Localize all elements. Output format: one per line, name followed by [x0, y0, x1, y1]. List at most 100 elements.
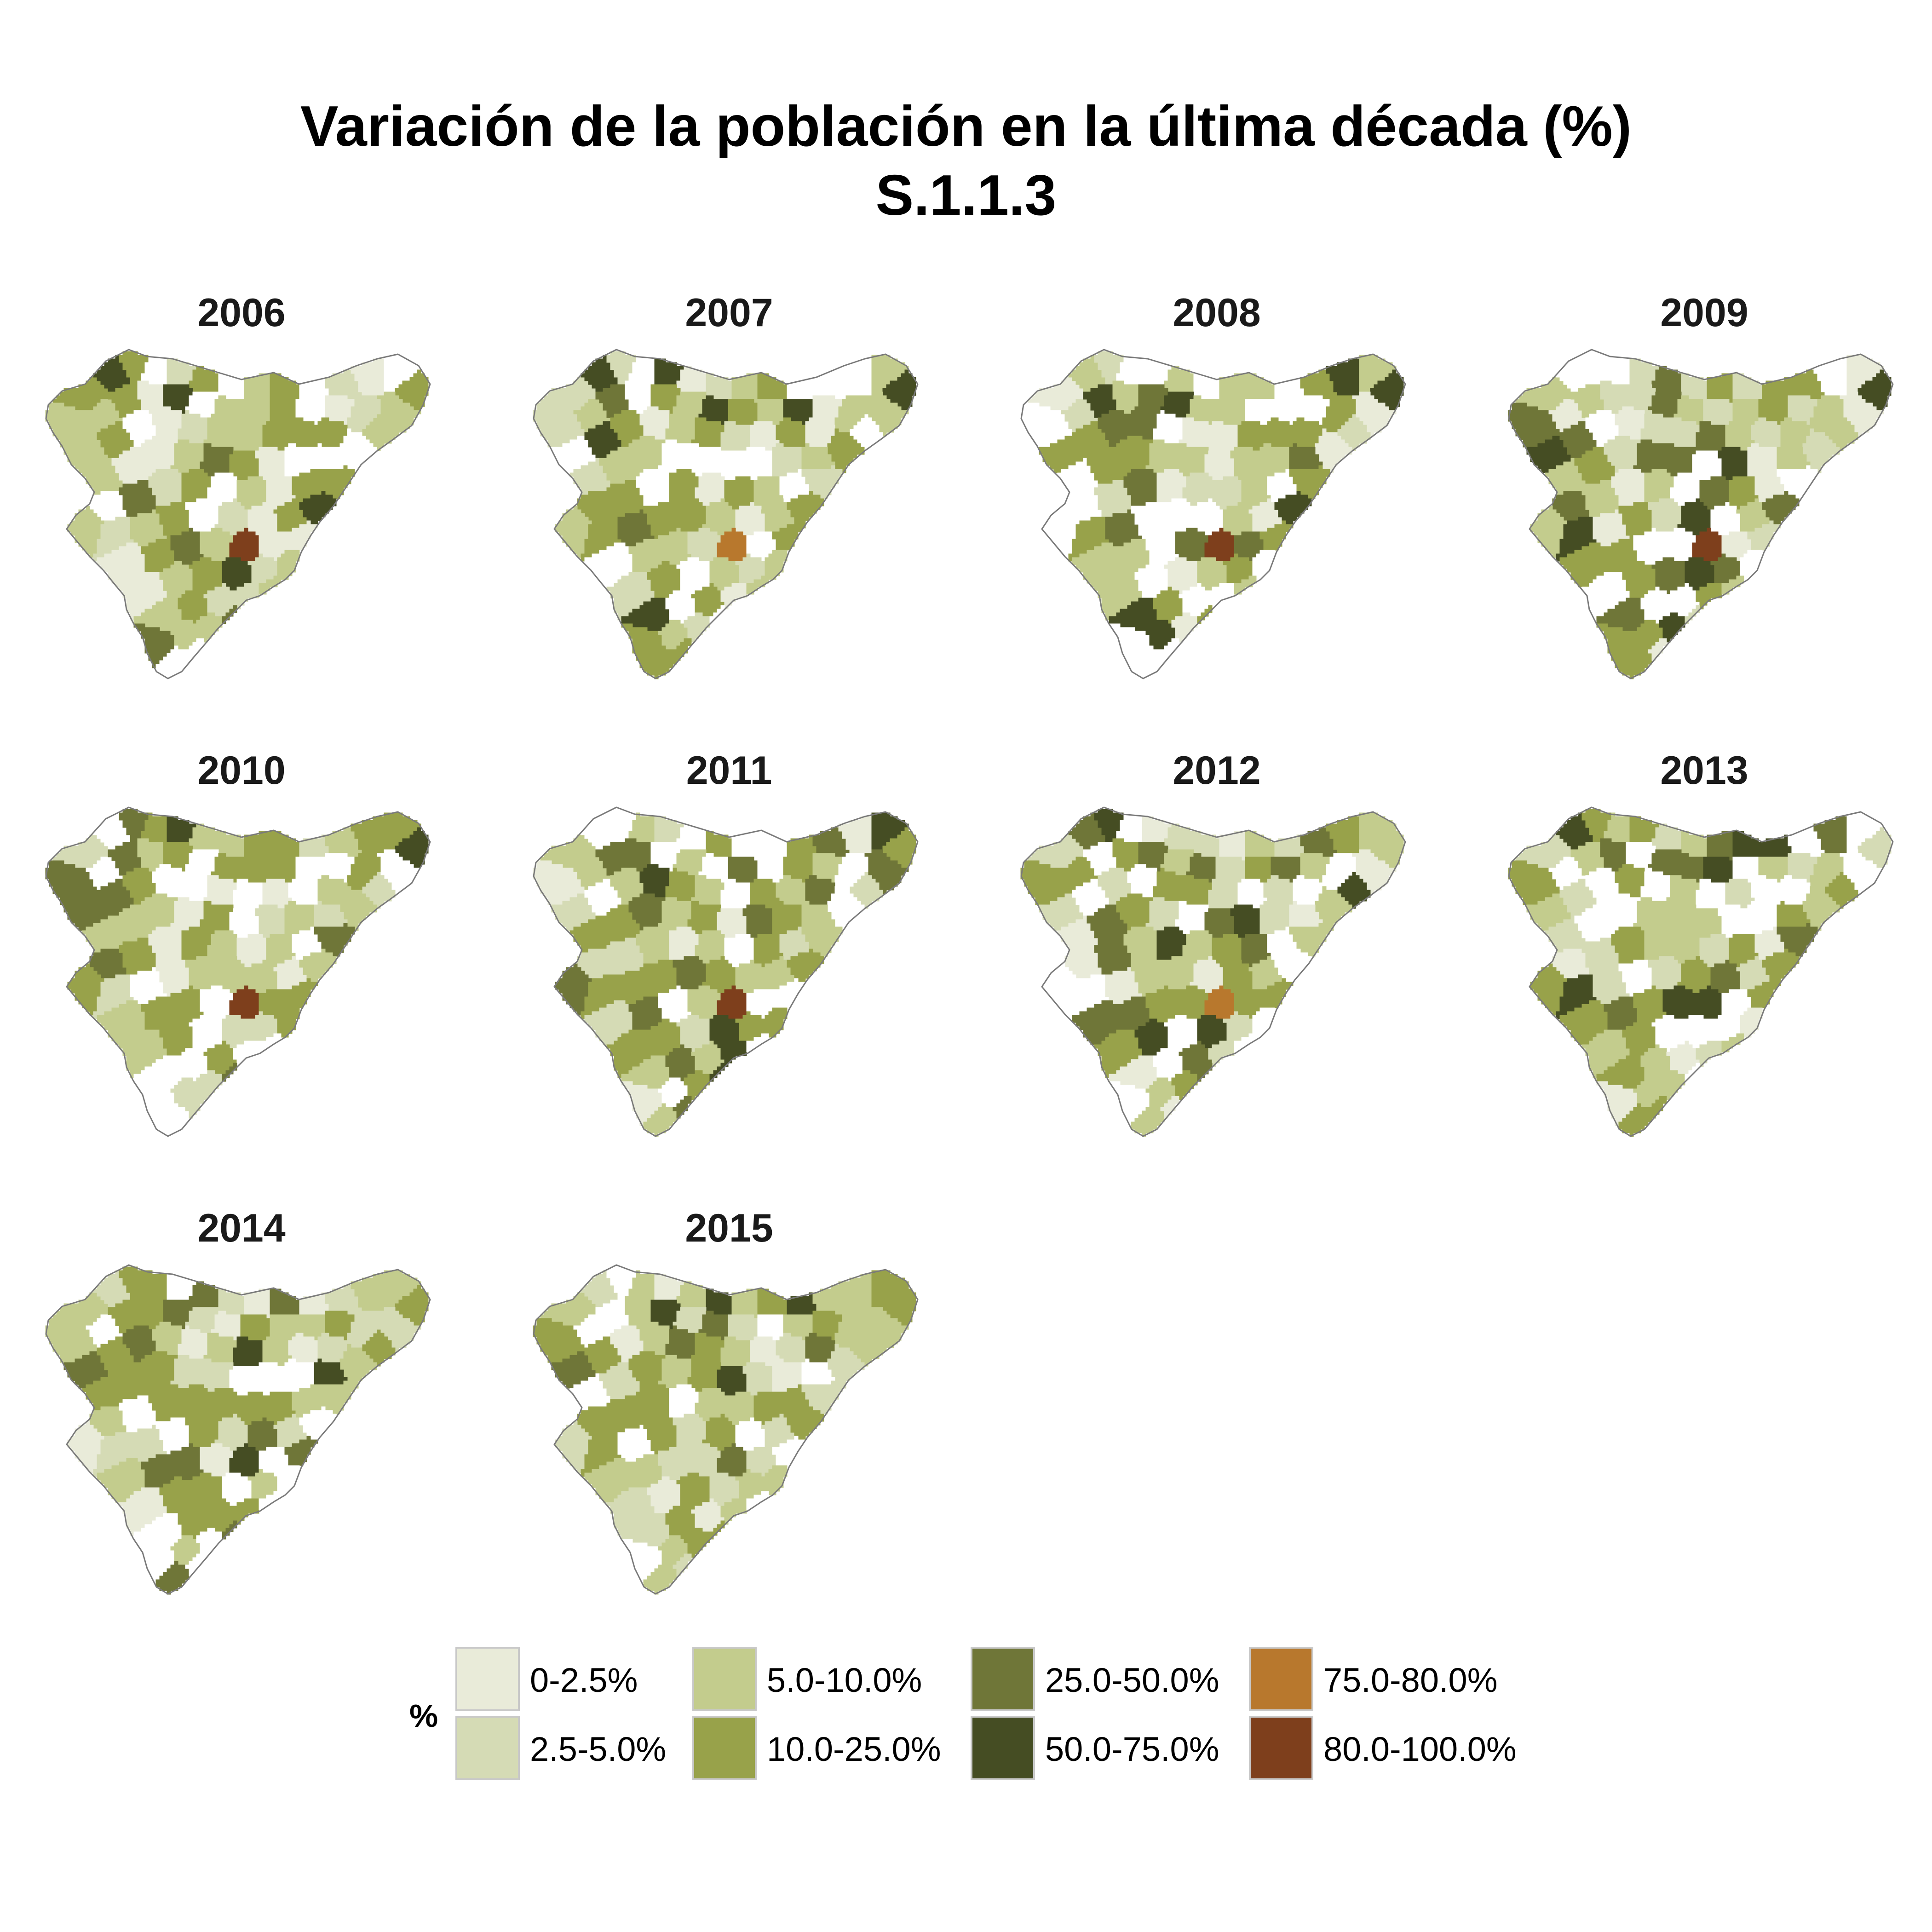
municipality-region [229, 908, 259, 938]
municipality-region [288, 875, 318, 905]
region-outline [533, 349, 919, 679]
municipality-region [1585, 868, 1619, 905]
municipality-region [1175, 901, 1209, 935]
municipality-region [639, 406, 670, 440]
municipality-region [1142, 358, 1172, 385]
municipality-region [1662, 528, 1696, 562]
municipality-region [1662, 901, 1696, 935]
municipality-region [288, 417, 318, 448]
municipality-region [1559, 1000, 1608, 1045]
region-outline [1020, 349, 1406, 679]
municipality-region [284, 1358, 315, 1392]
municipality-region [1581, 480, 1619, 518]
municipality-region [1215, 399, 1246, 426]
municipality-region [1810, 853, 1844, 891]
choropleth-map [1508, 806, 1894, 1137]
municipality-region [757, 373, 788, 400]
municipality-region [1182, 472, 1213, 506]
municipality-region [687, 1443, 721, 1477]
municipality-region [687, 901, 721, 935]
municipality-region [351, 1274, 385, 1311]
panel-year-label: 2008 [1173, 291, 1261, 335]
municipality-region [695, 930, 725, 964]
municipality-region [111, 447, 153, 484]
municipality-region [654, 816, 684, 843]
municipality-region [1666, 417, 1700, 448]
municipality-region [621, 598, 670, 632]
municipality-region [45, 402, 98, 448]
municipality-region [772, 978, 806, 1008]
municipality-region [1370, 827, 1404, 868]
legend-label: 5.0-10.0% [767, 1661, 922, 1699]
municipality-region [1145, 897, 1179, 931]
municipality-region [643, 1103, 677, 1137]
municipality-region [1644, 926, 1674, 960]
municipality-region [1574, 904, 1616, 942]
municipality-region [1072, 1000, 1121, 1045]
municipality-region [742, 904, 773, 938]
map-panel-2008: 2008 [1010, 290, 1497, 704]
municipality-region [584, 1458, 633, 1503]
municipality-region [665, 1044, 696, 1082]
municipality-region [181, 469, 212, 503]
municipality-region [1083, 384, 1117, 418]
municipality-region [673, 1307, 707, 1334]
municipality-region [673, 956, 707, 990]
municipality-region [761, 1414, 795, 1448]
municipality-region [1747, 901, 1777, 935]
municipality-region [214, 1414, 248, 1451]
municipality-region [1629, 358, 1660, 385]
municipality-region [533, 860, 585, 905]
legend-label: 10.0-25.0% [767, 1730, 941, 1768]
municipality-region [581, 517, 622, 562]
municipality-region [776, 1333, 806, 1363]
choropleth-map [1508, 349, 1894, 679]
municipality-region [1072, 542, 1121, 587]
municipality-region [362, 414, 396, 451]
municipality-region [1156, 926, 1187, 960]
municipality-region [119, 480, 156, 518]
municipality-region [1777, 465, 1818, 499]
municipality-region [709, 557, 740, 591]
municipality-region [1134, 1018, 1168, 1056]
municipality-region [218, 831, 245, 857]
municipality-region [108, 1300, 142, 1334]
municipality-region [1615, 406, 1645, 440]
municipality-region [196, 612, 223, 643]
municipality-region [1662, 443, 1696, 477]
map-panel-2010: 2010 [34, 748, 522, 1162]
municipality-region [658, 985, 692, 1023]
municipality-region [801, 465, 843, 499]
legend-swatch [455, 1716, 520, 1780]
municipality-region [203, 1498, 237, 1532]
municipality-region [200, 985, 234, 1019]
municipality-region [687, 985, 721, 1019]
municipality-region [233, 1336, 263, 1367]
municipality-region [108, 842, 142, 876]
municipality-region [1593, 509, 1630, 547]
municipality-region [801, 1358, 835, 1385]
municipality-region [45, 1318, 98, 1363]
municipality-region [170, 1443, 204, 1481]
municipality-region [159, 1018, 193, 1056]
municipality-region [141, 893, 178, 931]
legend-swatch [455, 1647, 520, 1711]
municipality-region [133, 1513, 182, 1547]
municipality-region [1259, 443, 1290, 477]
municipality-region [1175, 443, 1209, 477]
municipality-region [339, 428, 377, 473]
municipality-region [1725, 421, 1755, 451]
municipality-region [207, 472, 237, 506]
municipality-region [581, 812, 618, 850]
municipality-region [148, 926, 182, 964]
municipality-region [871, 1270, 909, 1308]
municipality-region [299, 491, 337, 525]
municipality-region [181, 1384, 212, 1418]
municipality-region [1780, 417, 1811, 448]
municipality-region [776, 417, 806, 448]
municipality-region [1725, 879, 1755, 909]
municipality-region [247, 1417, 278, 1451]
municipality-region [606, 1395, 644, 1433]
municipality-region [717, 1366, 747, 1396]
municipality-region [185, 956, 219, 990]
